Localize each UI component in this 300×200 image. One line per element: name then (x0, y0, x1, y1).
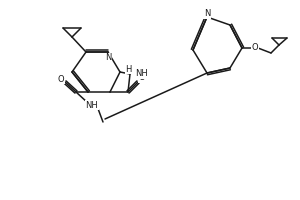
Text: O: O (58, 74, 64, 84)
Text: O: O (139, 73, 145, 82)
Text: N: N (105, 53, 111, 62)
Text: N: N (204, 9, 210, 19)
Text: NH: NH (135, 70, 148, 78)
Text: H: H (125, 64, 131, 73)
Text: O: O (252, 44, 258, 52)
Text: NH: NH (85, 100, 98, 110)
